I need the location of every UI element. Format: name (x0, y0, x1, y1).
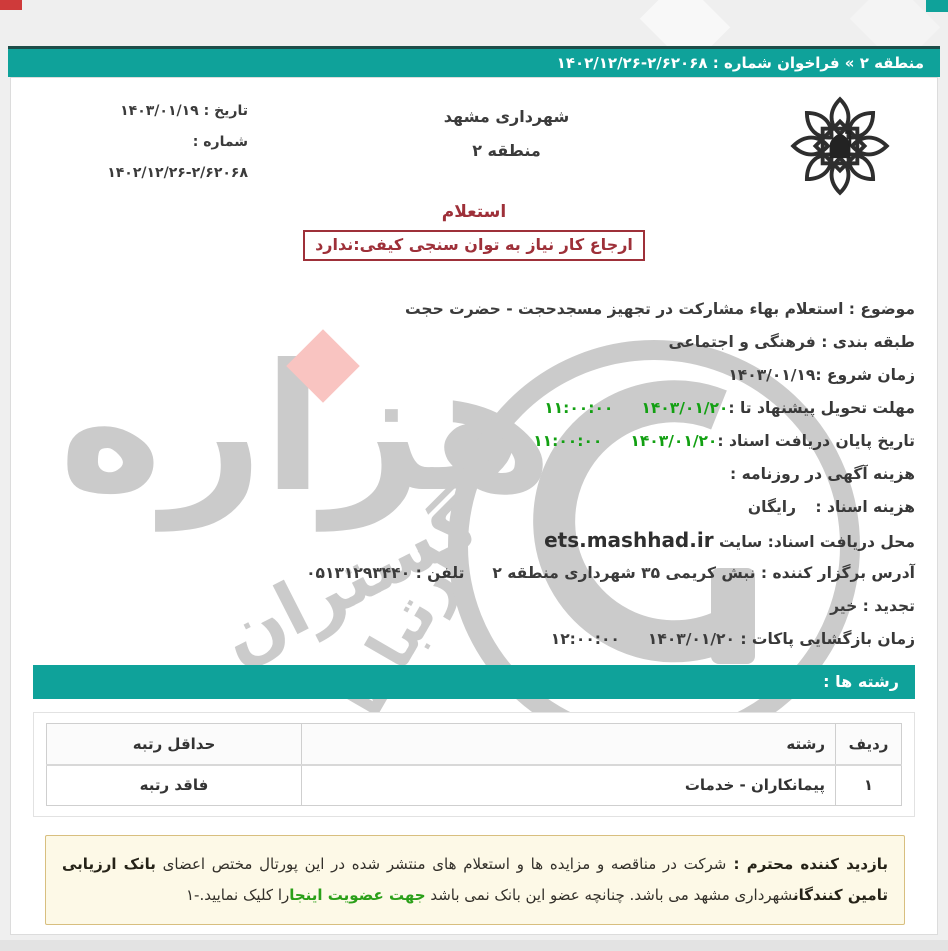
meta-number-value: ۱۴۰۲/۱۲/۲۶-۲/۶۲۰۶۸ (107, 165, 248, 181)
tender-header-bar: منطقه ۲ » فراخوان شماره : ۱۴۰۲/۱۲/۲۶-۲/۶… (8, 46, 940, 77)
field-value: ۱۴۰۳/۰۱/۲۰ (630, 432, 718, 450)
notice-text: را کلیک نمایید.-۱ (185, 886, 290, 904)
bottom-strip (0, 940, 948, 951)
field-row: هزینه آگهی در روزنامه : (37, 458, 915, 491)
field-row: مهلت تحویل پیشنهاد تا :۱۴۰۳/۰۱/۲۰ ۱۱:۰۰:۰… (37, 392, 915, 425)
qualification-notice-box: ارجاع کار نیاز به توان سنجی کیفی:ندارد (303, 230, 645, 261)
field-value: نبش کریمی ۳۵ شهرداری منطقه ۲ (492, 564, 756, 582)
top-band (0, 0, 948, 46)
field-label: محل دریافت اسناد: سایت (713, 533, 915, 551)
document-header: شهرداری مشهد منطقه ۲ تاریخ : ۱۴۰۳/۰۱/۱۹ … (33, 78, 915, 196)
organization-region: منطقه ۲ (472, 141, 541, 160)
notice-text: شرکت در مناقصه و مزایده ها و استعلام های… (155, 855, 727, 873)
field-row: زمان شروع :۱۴۰۳/۰۱/۱۹ (37, 359, 915, 392)
field-value: استعلام بهاء مشارکت در تجهیز مسجدحجت - ح… (404, 300, 844, 318)
disciplines-section-bar: رشته ها : (33, 665, 915, 699)
table-row: ۱ پیمانکاران - خدمات فاقد رتبه (46, 764, 902, 806)
tender-header-text: منطقه ۲ » فراخوان شماره : (707, 54, 924, 72)
field-row: تجدید : خیر (37, 590, 915, 623)
field-value: ۱۱:۰۰:۰۰ (544, 399, 614, 417)
inquiry-document: هزاره گستران ارتباط (10, 77, 938, 935)
document-meta: تاریخ : ۱۴۰۳/۰۱/۱۹ شماره : ۱۴۰۲/۱۲/۲۶-۲/… (33, 94, 248, 189)
meta-date-line: تاریخ : ۱۴۰۳/۰۱/۱۹ (33, 96, 248, 127)
tender-fields: موضوع : استعلام بهاء مشارکت در تجهیز مسج… (33, 293, 915, 656)
organization-name: شهرداری مشهد (443, 107, 570, 126)
table-header-row: ردیف رشته حداقل رتبه (46, 723, 902, 766)
notice-text: بانک ارزیابی تامین کنندگان (62, 855, 888, 904)
field-value: فرهنگی و اجتماعی (668, 333, 816, 351)
background-chevron-decoration (639, 0, 731, 46)
field-label: زمان شروع : (815, 366, 915, 384)
field-row: محل دریافت اسناد: سایت ets.mashhad.ir (37, 524, 915, 557)
field-row: زمان بازگشایی پاکات : ۱۴۰۳/۰۱/۲۰ ۱۲:۰۰:۰۰ (37, 623, 915, 656)
field-row: آدرس برگزار کننده : نبش کریمی ۳۵ شهرداری… (37, 557, 915, 590)
membership-link[interactable]: جهت عضویت اینجا (289, 886, 426, 904)
corner-red-accent (0, 0, 22, 10)
field-label: هزینه اسناد : (810, 498, 915, 516)
document-title: استعلام (441, 202, 507, 222)
table-header-cell: ردیف (835, 723, 902, 766)
document-content: شهرداری مشهد منطقه ۲ تاریخ : ۱۴۰۳/۰۱/۱۹ … (11, 78, 937, 925)
meta-date-label: تاریخ : (198, 103, 248, 119)
membership-notice: بازدید کننده محترم : شرکت در مناقصه و مز… (45, 835, 905, 925)
field-label: تجدید : (857, 597, 915, 615)
field-label: تلفن : (410, 564, 465, 582)
notice-text: شهرداری مشهد می باشد. چنانچه عضو این بان… (425, 886, 793, 904)
field-label: موضوع : (843, 300, 915, 318)
field-value: ۱۴۰۳/۰۱/۲۰ (641, 399, 729, 417)
field-label: مهلت تحویل پیشنهاد تا : (728, 399, 915, 417)
table-cell: ۱ (835, 764, 902, 806)
logo-box (765, 94, 915, 198)
table-header-cell: حداقل رتبه (46, 723, 302, 766)
field-row: موضوع : استعلام بهاء مشارکت در تجهیز مسج… (37, 293, 915, 326)
meta-number-label: شماره : (192, 134, 248, 150)
field-value: ۱۴۰۳/۰۱/۱۹ (728, 366, 816, 384)
field-row: طبقه بندی : فرهنگی و اجتماعی (37, 326, 915, 359)
field-value: خیر (830, 597, 858, 615)
tender-number: ۱۴۰۲/۱۲/۲۶-۲/۶۲۰۶۸ (556, 54, 708, 72)
field-value: رایگان (747, 498, 797, 516)
qualification-box-wrap: ارجاع کار نیاز به توان سنجی کیفی:ندارد (33, 230, 915, 261)
field-row: هزینه اسناد : رایگان (37, 491, 915, 524)
disciplines-table-wrap: ردیف رشته حداقل رتبه ۱ پیمانکاران - خدمات فا… (33, 712, 915, 817)
disciplines-table: ردیف رشته حداقل رتبه ۱ پیمانکاران - خدمات فا… (46, 723, 902, 806)
field-value: ۱۴۰۳/۰۱/۲۰ (647, 630, 735, 648)
field-value: ۱۱:۰۰:۰۰ (533, 432, 603, 450)
field-value: ۱۲:۰۰:۰۰ (550, 630, 620, 648)
organization-titles: شهرداری مشهد منطقه ۲ (248, 94, 765, 168)
table-cell: پیمانکاران - خدمات (301, 764, 836, 806)
notice-text: بازدید کننده محترم : (726, 855, 888, 873)
field-value: ۰۵۱۳۱۲۹۳۴۴۰ (306, 564, 411, 582)
field-label: طبقه بندی : (815, 333, 915, 351)
field-label: تاریخ پایان دریافت اسناد : (717, 432, 915, 450)
meta-date-value: ۱۴۰۳/۰۱/۱۹ (120, 103, 199, 119)
table-cell: فاقد رتبه (46, 764, 302, 806)
table-header-cell: رشته (301, 723, 836, 766)
corner-teal-accent (926, 0, 948, 12)
field-value[interactable]: ets.mashhad.ir (544, 528, 714, 552)
field-label: هزینه آگهی در روزنامه : (730, 465, 915, 483)
mashhad-municipality-logo-icon (790, 96, 890, 196)
field-row: تاریخ پایان دریافت اسناد :۱۴۰۳/۰۱/۲۰ ۱۱:۰… (37, 425, 915, 458)
table-body: ۱ پیمانکاران - خدمات فاقد رتبه (46, 764, 902, 806)
field-label: آدرس برگزار کننده : (755, 564, 915, 582)
field-label: زمان بازگشایی پاکات : (734, 630, 915, 648)
